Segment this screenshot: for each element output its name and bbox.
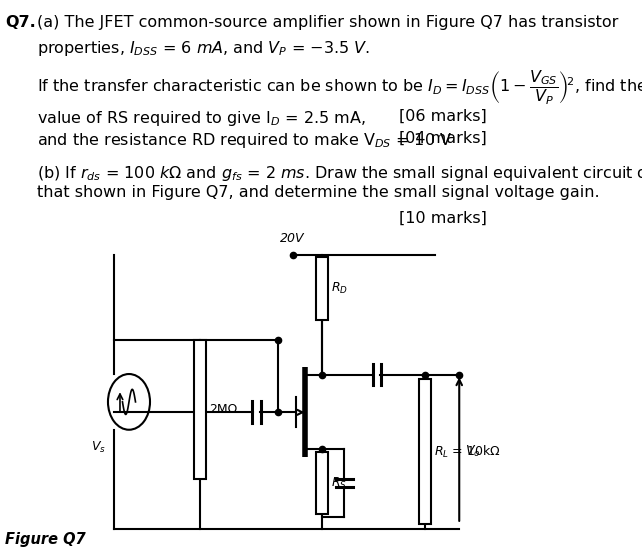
Text: that shown in Figure Q7, and determine the small signal voltage gain.: that shown in Figure Q7, and determine t… [37,185,600,200]
Text: Figure Q7: Figure Q7 [5,532,86,547]
Text: [04 marks]: [04 marks] [399,131,487,146]
Text: (a) The JFET common-source amplifier shown in Figure Q7 has transistor: (a) The JFET common-source amplifier sho… [37,15,619,30]
Text: and the resistance RD required to make V$_{DS}$ = 10 V: and the resistance RD required to make V… [37,131,453,150]
Text: value of RS required to give I$_D$ = 2.5 mA,: value of RS required to give I$_D$ = 2.5… [37,109,366,128]
Text: $R_L$ = 10kΩ: $R_L$ = 10kΩ [435,444,501,460]
Text: Q7.: Q7. [5,15,36,30]
Text: [06 marks]: [06 marks] [399,109,487,124]
Text: If the transfer characteristic can be shown to be $I_D = I_{DSS}\left(1 - \dfrac: If the transfer characteristic can be sh… [37,69,642,108]
Text: $R_S$: $R_S$ [331,475,347,490]
Text: 20V: 20V [281,232,305,245]
Bar [316,257,328,320]
Text: (b) If $r_{ds}$ = 100 $k\Omega$ and $g_{fs}$ = 2 $ms$. Draw the small signal equ: (b) If $r_{ds}$ = 100 $k\Omega$ and $g_{… [37,163,642,182]
Bar [195,340,206,479]
Text: $R_D$: $R_D$ [331,281,348,296]
Text: properties, $I_{DSS}$ = 6 $mA$, and $V_P$ = −3.5 $V$.: properties, $I_{DSS}$ = 6 $mA$, and $V_P… [37,39,370,58]
Bar [316,452,328,514]
Text: $V_s$: $V_s$ [91,440,106,455]
Text: [10 marks]: [10 marks] [399,210,487,225]
Bar [419,379,431,524]
Text: 2MΩ: 2MΩ [209,403,238,416]
Text: $V_o$: $V_o$ [465,444,481,459]
